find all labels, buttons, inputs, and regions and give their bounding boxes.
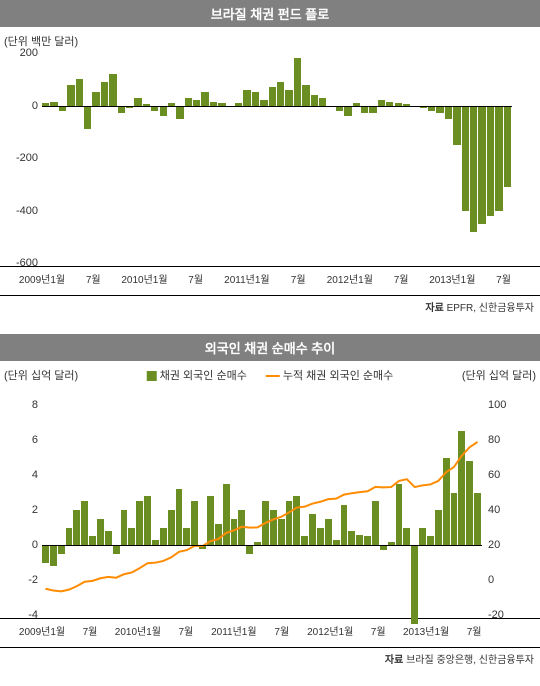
chart2-unit-right: (단위 십억 달러): [462, 367, 536, 383]
chart1-bar: [453, 106, 460, 145]
chart2-ytick-right: 60: [488, 469, 524, 481]
chart1-bar: [361, 106, 368, 114]
chart1-bar: [294, 58, 301, 105]
chart1-bar: [201, 92, 208, 105]
chart2-xtick: 2013년1월: [403, 623, 449, 638]
chart2-legend: 채권 외국인 순매수 누적 채권 외국인 순매수: [139, 367, 402, 383]
chart2-xtick: 7월: [467, 623, 482, 638]
chart1-ytick: -400: [2, 205, 38, 217]
chart1-bar: [285, 90, 292, 106]
chart1-xtick: 2012년1월: [327, 271, 373, 286]
chart2-xtick: 2009년1월: [19, 623, 65, 638]
chart1-bar: [269, 87, 276, 105]
chart2-xtick: 7월: [274, 623, 289, 638]
chart2-xtick: 7월: [83, 623, 98, 638]
chart1-bar: [118, 106, 125, 114]
chart1-ytick: 200: [2, 47, 38, 59]
chart1-bar: [302, 85, 309, 106]
chart1-xtick: 7월: [394, 271, 409, 286]
chart1-xtick: 7월: [496, 271, 511, 286]
chart2-ytick-right: 40: [488, 504, 524, 516]
chart1-xtick: 2009년1월: [19, 271, 65, 286]
chart1-bar: [160, 106, 167, 117]
chart2-ytick-left: 8: [2, 399, 38, 411]
chart1-bar: [319, 98, 326, 106]
chart2-xtick: 7월: [371, 623, 386, 638]
chart2-ytick-left: 2: [2, 504, 38, 516]
chart1-bar: [176, 106, 183, 119]
chart1-bar: [344, 106, 351, 117]
chart1-ytick: -200: [2, 152, 38, 164]
chart1-xtick: 2010년1월: [121, 271, 167, 286]
chart2-line: [42, 405, 482, 615]
chart1-bar: [252, 92, 259, 105]
chart1-plot-area: (단위 백만 달러) -600-400-2000200: [0, 27, 540, 267]
chart1-bar: [243, 90, 250, 106]
chart2-title: 외국인 채권 순매수 추이: [0, 334, 540, 361]
chart1-bar: [185, 98, 192, 106]
chart1-bar: [277, 82, 284, 106]
chart1-xaxis: 2009년1월 7월 2010년1월 7월 2011년1월 7월 2012년1월 7월 2013…: [0, 267, 540, 295]
chart1-bar: [92, 92, 99, 105]
chart1-bar: [134, 98, 141, 106]
chart1-source: 자료 EPFR, 신한금융투자: [0, 295, 540, 314]
chart2-ytick-left: 6: [2, 434, 38, 446]
chart2-ytick-right: 80: [488, 434, 524, 446]
chart2-ytick-right: 0: [488, 574, 524, 586]
chart1-bar: [445, 106, 452, 119]
chart1-bar: [67, 85, 74, 106]
chart1-ytick: 0: [2, 100, 38, 112]
chart1-bar: [478, 106, 485, 224]
chart2-ytick-left: 0: [2, 539, 38, 551]
chart1-bar: [495, 106, 502, 211]
chart2-xtick: 2011년1월: [211, 623, 256, 638]
chart1-bar: [311, 95, 318, 106]
chart1-xtick: 7월: [188, 271, 203, 286]
chart2-xaxis: 2009년1월 7월 2010년1월 7월 2011년1월 7월 2012년1월 7월 2013…: [0, 619, 540, 647]
chart1-bar: [109, 74, 116, 106]
chart1-bar: [470, 106, 477, 232]
chart1-xtick: 7월: [86, 271, 101, 286]
chart1-xtick: 2011년1월: [224, 271, 269, 286]
chart1-title: 브라질 채권 펀드 플로: [0, 0, 540, 27]
chart2-ytick-left: -2: [2, 574, 38, 586]
chart2-ytick-left: 4: [2, 469, 38, 481]
chart2-xtick: 2012년1월: [307, 623, 353, 638]
chart2-xtick: 7월: [178, 623, 193, 638]
chart1-bar: [84, 106, 91, 130]
chart2-plot-area: (단위 십억 달러) (단위 십억 달러) 채권 외국인 순매수 누적 채권 외…: [0, 361, 540, 619]
chart2-ytick-right: 100: [488, 399, 524, 411]
chart1-xtick: 7월: [291, 271, 306, 286]
chart1-bar: [462, 106, 469, 211]
chart2-ytick-right: 20: [488, 539, 524, 551]
chart1-bar: [76, 79, 83, 105]
chart2-xtick: 2010년1월: [115, 623, 161, 638]
chart1-xtick: 2013년1월: [429, 271, 475, 286]
chart1-bar: [436, 106, 443, 114]
chart1-bar: [369, 106, 376, 114]
chart2-unit-left: (단위 십억 달러): [4, 367, 78, 383]
chart1-bar: [504, 106, 511, 187]
chart1-bar: [487, 106, 494, 216]
chart1-bar: [101, 82, 108, 106]
